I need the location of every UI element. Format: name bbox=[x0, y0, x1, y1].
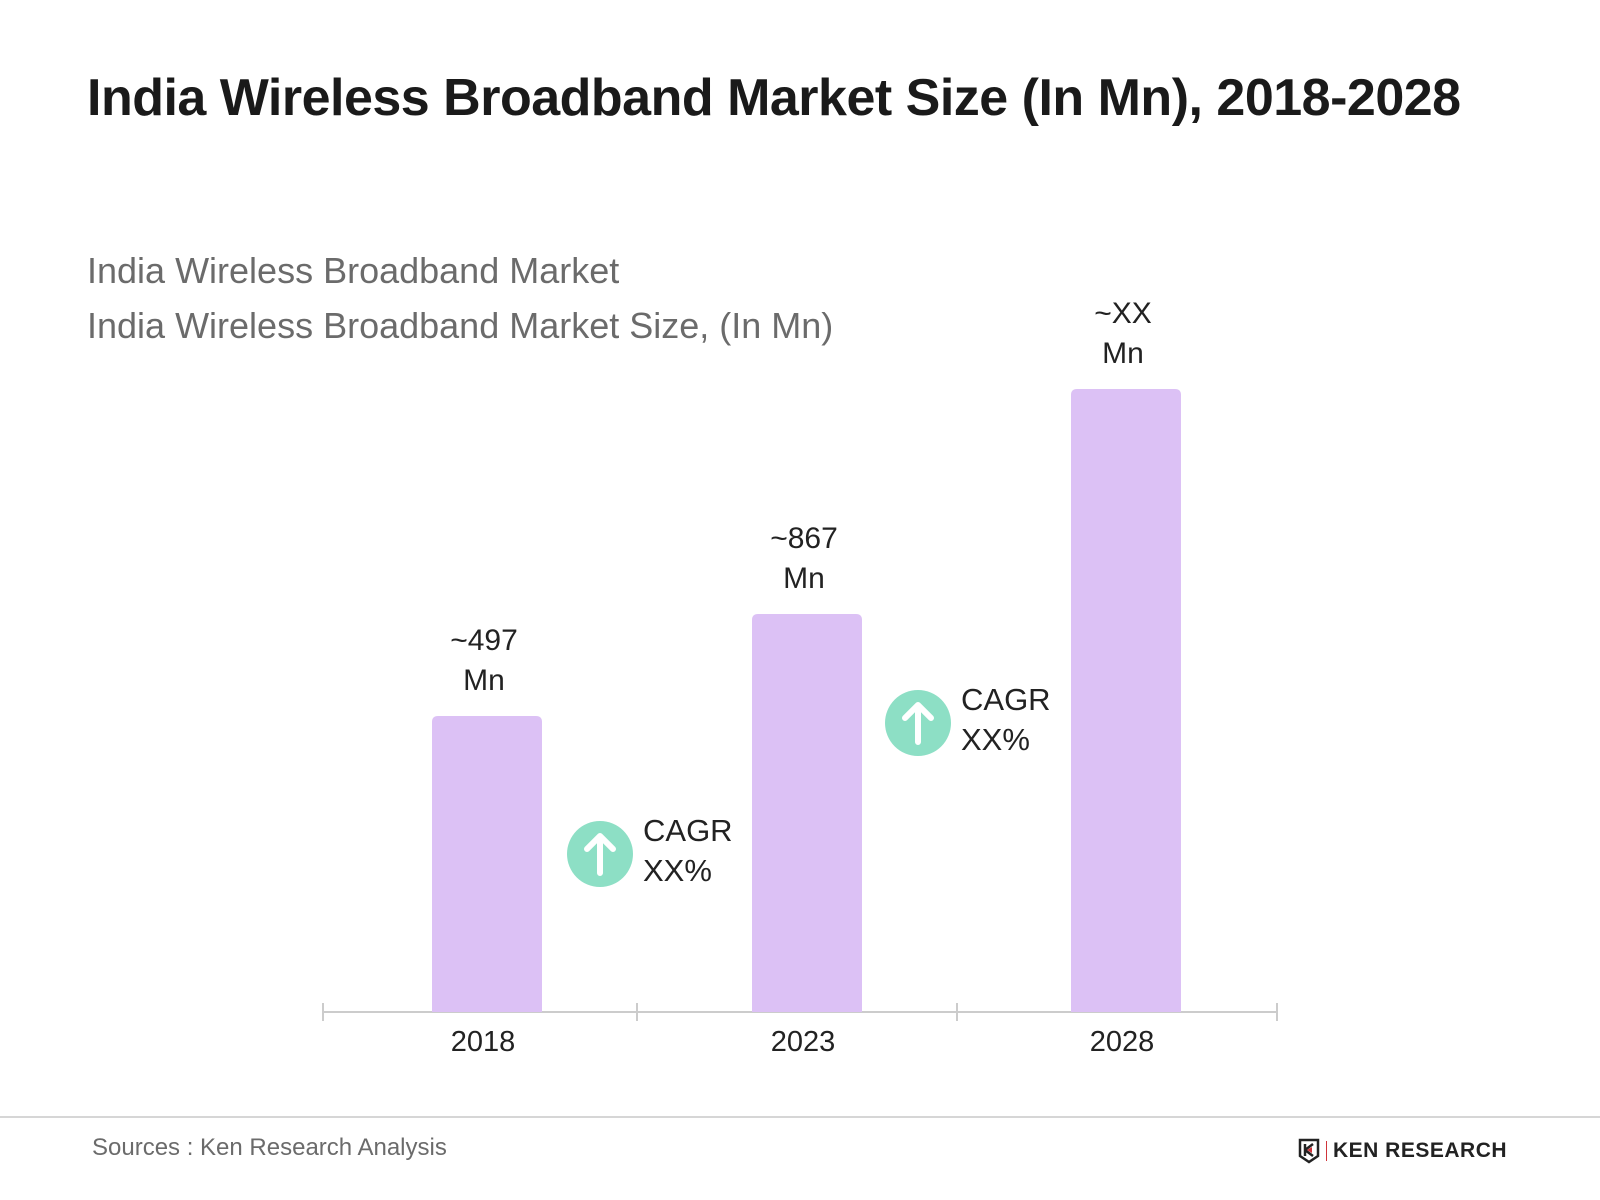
ken-research-logo: KEN RESEARCH bbox=[1298, 1138, 1507, 1164]
data-label-unit-2018: Mn bbox=[463, 664, 505, 697]
cagr-label: CAGR bbox=[961, 682, 1051, 717]
chart-subtitle-2: India Wireless Broadband Market Size, (I… bbox=[87, 305, 834, 346]
cagr-value: XX% bbox=[961, 722, 1030, 757]
arrow-up-icon bbox=[902, 702, 934, 745]
bar-2018 bbox=[432, 715, 542, 1012]
chart-subtitle-1: India Wireless Broadband Market bbox=[87, 250, 620, 291]
cagr-value: XX% bbox=[643, 853, 712, 888]
x-tick-label-2018: 2018 bbox=[451, 1026, 516, 1058]
data-label-value-2018: ~497 bbox=[450, 624, 518, 657]
footer-divider bbox=[0, 1116, 1600, 1118]
data-label-value-2023: ~867 bbox=[770, 522, 838, 555]
arrow-up-icon bbox=[584, 833, 616, 876]
source-note: Sources : Ken Research Analysis bbox=[92, 1134, 447, 1161]
ken-logo-shield-icon bbox=[1298, 1138, 1320, 1164]
data-label-unit-2023: Mn bbox=[783, 562, 825, 595]
data-label-unit-2028: Mn bbox=[1102, 337, 1144, 370]
logo-text: KEN RESEARCH bbox=[1333, 1139, 1508, 1162]
cagr-label: CAGR bbox=[643, 813, 733, 848]
x-tick-label-2028: 2028 bbox=[1090, 1026, 1155, 1058]
data-label-value-2028: ~XX bbox=[1094, 297, 1152, 330]
bar-chart: 2018 ~497 Mn 2023 ~867 Mn 2028 ~XX Mn CAGR XX% CAGR… bbox=[322, 297, 1278, 1058]
x-tick-label-2023: 2023 bbox=[771, 1026, 836, 1058]
bar-2028 bbox=[1071, 389, 1181, 1012]
bar-2023 bbox=[752, 613, 862, 1012]
chart-title: India Wireless Broadband Market Size (In… bbox=[87, 69, 1461, 127]
